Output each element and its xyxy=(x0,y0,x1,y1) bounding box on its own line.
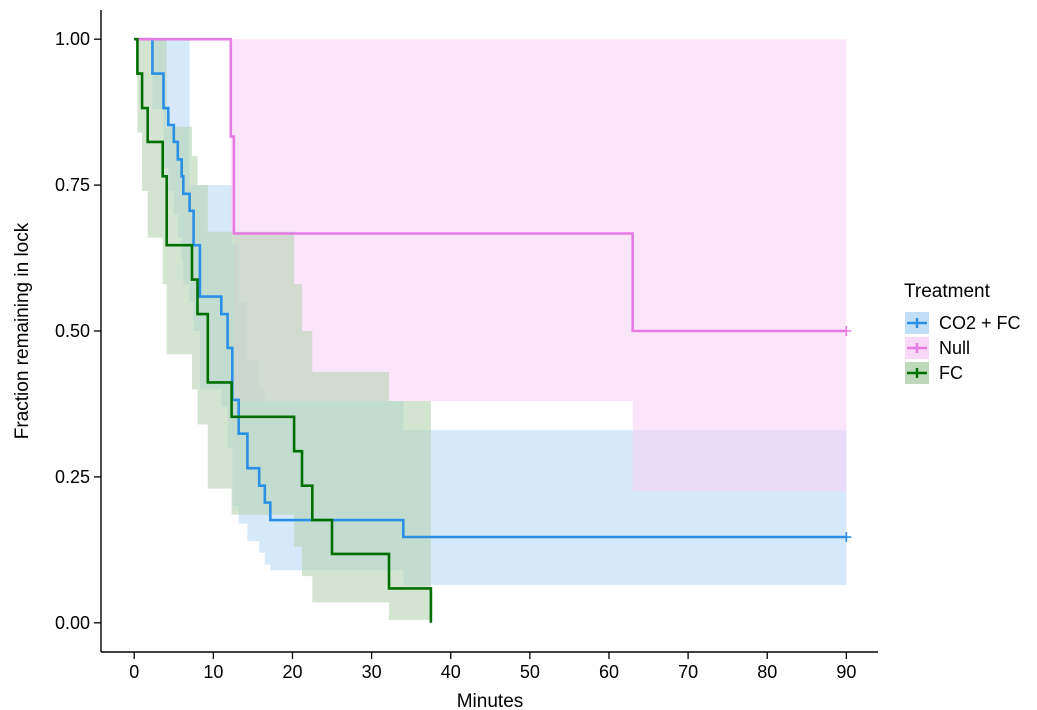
x-tick-label: 60 xyxy=(599,662,619,682)
x-tick-label: 30 xyxy=(362,662,382,682)
y-axis-title: Fraction remaining in lock xyxy=(12,222,33,439)
curve-null xyxy=(134,37,847,333)
x-tick-label: 90 xyxy=(836,662,856,682)
legend-key-line-null xyxy=(907,343,927,353)
survival-curves xyxy=(134,37,847,623)
legend-key-line-co2-fc xyxy=(907,318,927,328)
legend-items: CO2 + FC Null FC xyxy=(905,312,1021,384)
y-ticks: 0.00 0.25 0.50 0.75 1.00 xyxy=(55,29,101,633)
legend-label-fc: FC xyxy=(939,363,963,383)
y-tick-label: 0.50 xyxy=(55,321,90,341)
legend-item-null: Null xyxy=(905,337,970,359)
legend-title: Treatment xyxy=(904,281,991,302)
band-fc xyxy=(134,39,431,620)
legend-label-null: Null xyxy=(939,338,970,358)
legend-item-co2-fc: CO2 + FC xyxy=(905,312,1021,334)
legend-label-co2-fc: CO2 + FC xyxy=(939,313,1021,333)
x-tick-label: 20 xyxy=(282,662,302,682)
x-tick-label: 50 xyxy=(520,662,540,682)
y-tick-label: 0.75 xyxy=(55,175,90,195)
curve-fc xyxy=(134,37,433,623)
curve-co2-fc xyxy=(134,37,847,539)
y-tick-label: 1.00 xyxy=(55,29,90,49)
censor-marks xyxy=(841,326,852,543)
x-ticks: 0 10 20 30 40 50 60 70 80 90 xyxy=(129,652,856,682)
y-tick-label: 0.25 xyxy=(55,467,90,487)
censor-mark-null xyxy=(841,326,852,336)
x-tick-label: 10 xyxy=(203,662,223,682)
x-tick-label: 0 xyxy=(129,662,139,682)
x-axis-title: Minutes xyxy=(457,691,524,710)
x-tick-label: 80 xyxy=(757,662,777,682)
legend: Treatment CO2 + FC Null FC xyxy=(904,281,1021,384)
confidence-bands xyxy=(134,39,847,620)
x-tick-label: 40 xyxy=(441,662,461,682)
legend-item-fc: FC xyxy=(905,362,963,384)
censor-mark-co2-fc xyxy=(841,532,852,543)
y-tick-label: 0.00 xyxy=(55,613,90,633)
legend-key-line-fc xyxy=(907,368,927,378)
x-tick-label: 70 xyxy=(678,662,698,682)
